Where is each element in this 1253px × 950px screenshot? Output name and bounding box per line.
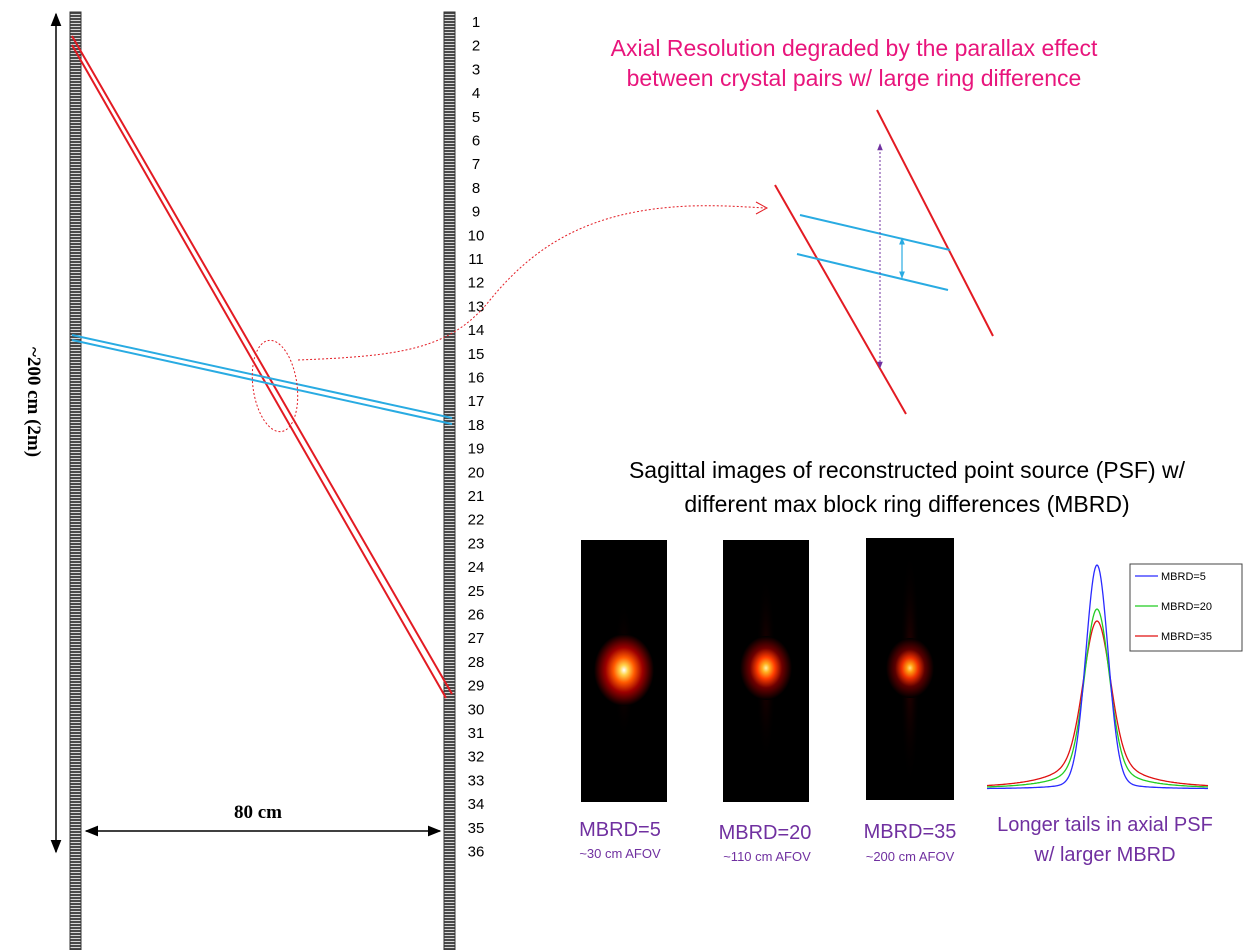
profile-caption-line1: Longer tails in axial PSF	[997, 814, 1213, 836]
sagittal-title-line1: Sagittal images of reconstructed point s…	[629, 457, 1186, 483]
profile-curve-mbrd-35	[987, 620, 1209, 787]
lor-red-pair	[71, 35, 453, 699]
ring-number: 14	[468, 322, 485, 339]
mbrd-20-afov: ~110 cm AFOV	[723, 849, 811, 864]
ring-number: 16	[468, 370, 485, 387]
profile-curve-mbrd-5	[987, 564, 1208, 790]
left-detector-column	[69, 11, 82, 950]
legend-mbrd-20: MBRD=20	[1161, 601, 1212, 613]
ring-number: 17	[468, 393, 485, 410]
lor-blue-line-a	[71, 334, 453, 419]
ring-number: 8	[472, 180, 480, 197]
ring-number: 23	[468, 535, 485, 552]
ring-number: 35	[468, 820, 485, 837]
ring-number-list: 1234567891011121314151617181920212223242…	[468, 14, 485, 861]
inset-red-line-a	[876, 109, 994, 337]
ring-number: 29	[468, 678, 485, 695]
ring-number: 26	[468, 607, 485, 624]
lor-red-line-a	[71, 35, 453, 695]
ring-number: 10	[468, 227, 485, 244]
mbrd-20-label: MBRD=20	[719, 822, 812, 844]
scanner-geometry: ~200 cm (2m) 80 cm 123456789101112131415…	[23, 11, 769, 950]
zoom-connector-arrowhead	[755, 201, 769, 215]
mbrd-35-afov: ~200 cm AFOV	[866, 849, 955, 864]
ring-number: 34	[468, 796, 485, 813]
psf-profile-plot: MBRD=5 MBRD=20 MBRD=35 Longer tails in a…	[987, 563, 1243, 866]
inset-blue-line-b	[796, 253, 949, 291]
ring-number: 12	[468, 275, 485, 292]
sagittal-title-line2: different max block ring differences (MB…	[684, 491, 1129, 517]
parallax-inset: Axial Resolution degraded by the paralla…	[611, 35, 1098, 415]
ring-number: 15	[468, 346, 485, 363]
ring-number: 27	[468, 630, 485, 647]
lor-blue-line-b	[71, 339, 453, 425]
ring-number: 20	[468, 464, 485, 481]
ring-number: 11	[468, 251, 484, 268]
ring-number: 36	[468, 844, 485, 861]
psf-image-mbrd-5	[581, 540, 667, 802]
lor-red-line-b	[71, 44, 447, 699]
ring-number: 4	[472, 85, 480, 102]
inset-red-line-b	[774, 184, 907, 415]
intersection-highlight-ellipse	[251, 339, 299, 433]
ring-number: 2	[472, 38, 480, 55]
height-label: ~200 cm (2m)	[23, 347, 44, 457]
ring-number: 6	[472, 133, 480, 150]
parallax-title-line2: between crystal pairs w/ large ring diff…	[627, 65, 1082, 91]
profile-caption-line2: w/ larger MBRD	[1033, 844, 1175, 866]
ring-number: 33	[468, 772, 485, 789]
ring-number: 31	[468, 725, 485, 742]
ring-number: 5	[472, 109, 480, 126]
ring-number: 1	[472, 14, 480, 31]
ring-number: 19	[468, 441, 485, 458]
ring-number: 18	[468, 417, 485, 434]
ring-number: 25	[468, 583, 485, 600]
ring-number: 3	[472, 61, 480, 78]
mbrd-5-label: MBRD=5	[579, 819, 661, 841]
ring-number: 32	[468, 749, 485, 766]
sagittal-section: Sagittal images of reconstructed point s…	[579, 457, 1185, 864]
ring-number: 24	[468, 559, 485, 576]
legend-mbrd-35: MBRD=35	[1161, 631, 1212, 643]
width-label: 80 cm	[234, 802, 282, 823]
legend-mbrd-5: MBRD=5	[1161, 571, 1206, 583]
inset-blue-line-a	[799, 214, 951, 251]
ring-number: 7	[472, 156, 480, 173]
mbrd-5-afov: ~30 cm AFOV	[579, 846, 661, 861]
lor-blue-pair	[71, 334, 453, 425]
mbrd-35-label: MBRD=35	[864, 821, 957, 843]
parallax-title-line1: Axial Resolution degraded by the paralla…	[611, 35, 1098, 61]
ring-number: 30	[468, 701, 485, 718]
ring-number: 9	[472, 204, 480, 221]
ring-number: 28	[468, 654, 485, 671]
psf-image-mbrd-20	[723, 540, 809, 802]
ring-number: 13	[468, 298, 485, 315]
profile-curve-mbrd-20	[987, 608, 1209, 788]
ring-number: 21	[468, 488, 485, 505]
profile-legend: MBRD=5 MBRD=20 MBRD=35	[1129, 563, 1243, 652]
ring-number: 22	[468, 512, 485, 529]
psf-image-mbrd-35	[866, 538, 954, 800]
right-detector-column	[443, 11, 456, 950]
zoom-connector-curve	[297, 205, 766, 361]
